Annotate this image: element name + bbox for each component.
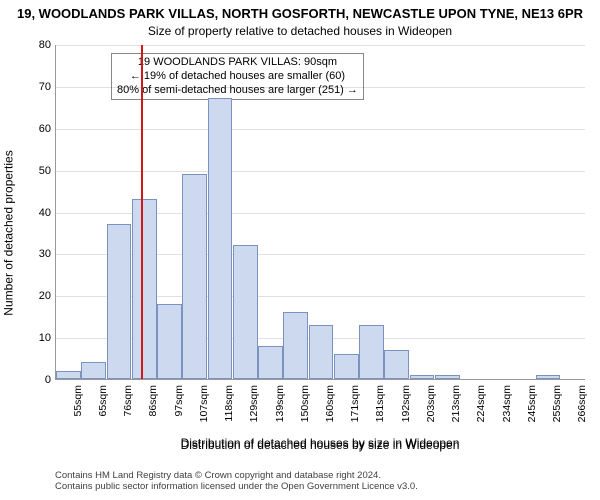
histogram-bar (359, 325, 384, 379)
x-tick: 118sqm (223, 385, 235, 422)
x-tick: 139sqm (274, 385, 286, 422)
histogram-bar (182, 174, 207, 379)
x-tick: 224sqm (475, 385, 487, 422)
x-tick: 181sqm (374, 385, 386, 422)
annotation-box: 19 WOODLANDS PARK VILLAS: 90sqm← 19% of … (111, 53, 364, 100)
histogram-bar (309, 325, 334, 379)
histogram-bar (157, 304, 182, 379)
x-axis-label-outer: Distribution of detached houses by size … (55, 438, 585, 452)
y-tick: 50 (21, 165, 51, 177)
page-subtitle: Size of property relative to detached ho… (0, 24, 600, 38)
x-tick: 107sqm (198, 385, 210, 422)
reference-line (141, 45, 143, 379)
plot-area: 19 WOODLANDS PARK VILLAS: 90sqm← 19% of … (55, 45, 585, 380)
y-tick: 0 (21, 374, 51, 386)
grid-line (56, 171, 585, 172)
y-tick: 80 (21, 39, 51, 51)
histogram-bar (258, 346, 283, 380)
histogram-bar (283, 312, 308, 379)
y-tick: 70 (21, 81, 51, 93)
grid-line (56, 129, 585, 130)
x-tick: 55sqm (72, 385, 84, 417)
footer: Contains HM Land Registry data © Crown c… (0, 470, 600, 492)
plot-area-wrap: 19 WOODLANDS PARK VILLAS: 90sqm← 19% of … (55, 45, 585, 420)
grid-line (56, 87, 585, 88)
x-tick: 65sqm (97, 385, 109, 417)
histogram-bar (107, 224, 132, 379)
y-axis-label: Number of detached properties (2, 45, 16, 420)
footer-line1: Contains HM Land Registry data © Crown c… (55, 470, 590, 481)
histogram-bar (334, 354, 359, 379)
x-tick: 76sqm (122, 385, 134, 417)
histogram-bar (208, 98, 233, 379)
x-tick: 255sqm (551, 385, 563, 422)
y-tick: 60 (21, 123, 51, 135)
histogram-bar (132, 199, 157, 379)
histogram-bar (410, 375, 435, 379)
x-tick: 213sqm (450, 385, 462, 422)
histogram-bar (233, 245, 258, 379)
y-tick: 10 (21, 332, 51, 344)
y-tick: 30 (21, 248, 51, 260)
x-tick: 234sqm (501, 385, 513, 422)
y-tick: 20 (21, 290, 51, 302)
histogram-bar (536, 375, 561, 379)
x-tick: 266sqm (576, 385, 588, 422)
x-tick: 86sqm (147, 385, 159, 417)
x-tick: 203sqm (425, 385, 437, 422)
x-tick: 171sqm (349, 385, 361, 422)
grid-line (56, 45, 585, 46)
histogram-bar (56, 371, 81, 379)
histogram-bar (435, 375, 460, 379)
x-tick: 97sqm (173, 385, 185, 417)
x-tick: 150sqm (299, 385, 311, 422)
x-tick: 245sqm (526, 385, 538, 422)
x-tick: 129sqm (248, 385, 260, 422)
footer-line2: Contains public sector information licen… (55, 481, 590, 492)
histogram-bar (384, 350, 409, 379)
histogram-bar (81, 362, 106, 379)
page-title: 19, WOODLANDS PARK VILLAS, NORTH GOSFORT… (0, 6, 600, 21)
y-tick: 40 (21, 207, 51, 219)
x-tick: 160sqm (324, 385, 336, 422)
page-root: 19, WOODLANDS PARK VILLAS, NORTH GOSFORT… (0, 0, 600, 500)
x-tick: 192sqm (400, 385, 412, 422)
